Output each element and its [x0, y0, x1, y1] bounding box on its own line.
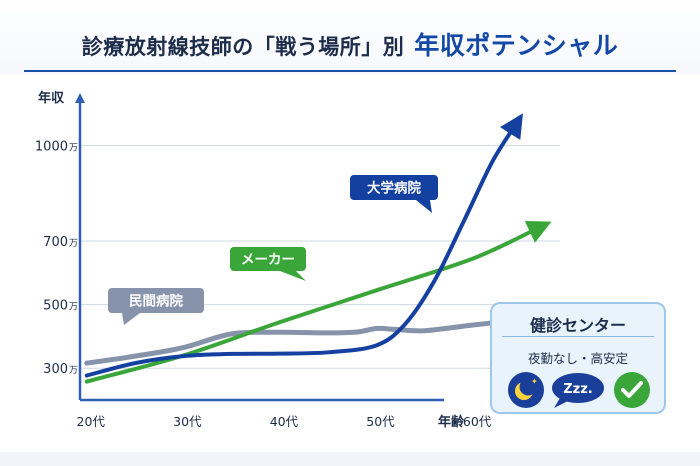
y-axis-label: 年収	[38, 90, 65, 106]
y-tick-label: 700	[43, 235, 68, 250]
card-title: 健診センター	[529, 316, 626, 335]
series-label: 民間病院	[129, 293, 183, 310]
series-labels: 民間病院 メーカー 大学病院	[108, 175, 438, 325]
header-band	[0, 0, 700, 74]
y-tick-unit: 万	[69, 239, 78, 249]
series-label: 大学病院	[367, 180, 421, 197]
x-tick-label: 40代	[270, 414, 299, 429]
y-tick-label: 1000	[35, 140, 68, 155]
private-hospital-line	[84, 317, 524, 366]
x-tick-label: 20代	[77, 414, 106, 429]
axes: 年収 年齢	[38, 90, 465, 430]
series-lines	[84, 113, 552, 384]
y-tick-label: 300	[43, 362, 68, 377]
y-tick-unit: 万	[69, 144, 78, 154]
manufacturer-tag: メーカー	[230, 247, 306, 281]
check-icon	[614, 372, 650, 408]
x-tick-label: 60代	[463, 414, 492, 429]
grid-lines	[80, 145, 560, 369]
x-tick-label: 50代	[366, 414, 395, 429]
university-hospital-line	[84, 113, 523, 378]
x-axis-label: 年齢	[438, 414, 465, 430]
svg-text:✦: ✦	[531, 377, 538, 386]
sleep-text: Zzz.	[563, 382, 593, 397]
moon-icon: ✦	[508, 372, 544, 408]
page-title: 診療放射線技師の「戦う場所」別 年収ポテンシャル	[0, 26, 700, 62]
title-main: 診療放射線技師の「戦う場所」別	[81, 35, 405, 59]
card-divider	[502, 336, 654, 337]
card-subtitle: 夜勤なし・高安定	[527, 351, 628, 366]
series-label: メーカー	[241, 252, 295, 268]
y-tick-unit: 万	[69, 303, 78, 313]
y-tick-unit: 万	[69, 366, 78, 376]
university-hospital-tag: 大学病院	[350, 175, 438, 213]
sleep-bubble-icon: Zzz.	[552, 373, 604, 408]
bottom-band	[0, 452, 700, 466]
y-tick-label: 500	[43, 299, 68, 314]
x-tick-label: 30代	[173, 414, 202, 429]
title-accent: 年収ポテンシャル	[414, 31, 619, 60]
private-hospital-tag: 民間病院	[108, 288, 204, 325]
health-center-card: 健診センター 夜勤なし・高安定 ✦ Zzz.	[490, 302, 666, 414]
title-underline	[24, 70, 676, 72]
